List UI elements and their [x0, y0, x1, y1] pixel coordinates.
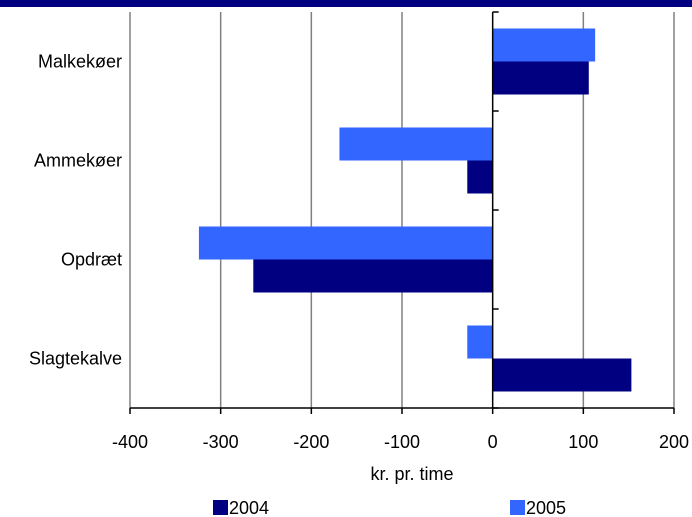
category-label: Opdræt [61, 250, 122, 270]
axis-layer [129, 11, 675, 414]
bar-2005 [339, 127, 493, 161]
bar-2005 [467, 325, 493, 359]
labels-layer: -400 -300 -200 -100 0 100 200 Malkekøer Ammekøer… [29, 52, 689, 453]
legend: 2004 2005 [213, 498, 566, 517]
bar-2004 [467, 160, 493, 194]
category-label: Slagtekalve [29, 349, 122, 369]
category-label: Malkekøer [38, 52, 122, 72]
category-label: Ammekøer [34, 151, 122, 171]
x-tick-label: -200 [293, 432, 329, 452]
bars-layer [198, 28, 632, 392]
legend-label: 2004 [229, 498, 269, 517]
x-tick-label: -400 [112, 432, 148, 452]
bar-2004 [253, 259, 493, 293]
x-tick-label: 0 [488, 432, 498, 452]
bar-2004 [492, 358, 632, 392]
legend-label: 2005 [526, 498, 566, 517]
x-axis-title: kr. pr. time [370, 464, 453, 484]
bar-2005 [198, 226, 493, 260]
x-tick-label: 200 [659, 432, 689, 452]
bar-2004 [492, 61, 589, 95]
grid-layer [129, 12, 675, 408]
legend-swatch-2004 [213, 500, 228, 515]
x-tick-label: 100 [568, 432, 598, 452]
legend-swatch-2005 [510, 500, 525, 515]
x-tick-label: -100 [384, 432, 420, 452]
x-tick-label: -300 [203, 432, 239, 452]
header-bar [0, 0, 692, 7]
bar-2005 [492, 28, 596, 62]
